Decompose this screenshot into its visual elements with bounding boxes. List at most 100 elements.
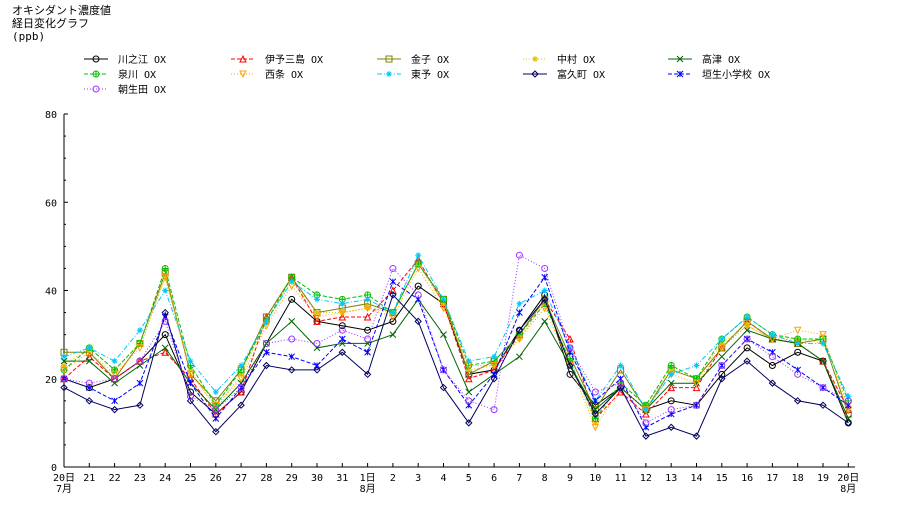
y-tick-label: 80 bbox=[45, 110, 57, 121]
x-tick-label: 14 bbox=[690, 473, 702, 484]
data-point bbox=[744, 313, 751, 320]
data-point bbox=[161, 317, 169, 325]
x-tick-label: 28 bbox=[260, 473, 272, 484]
data-point bbox=[339, 300, 346, 307]
data-point bbox=[515, 326, 524, 334]
legend-marker bbox=[676, 70, 684, 78]
data-point bbox=[464, 374, 473, 383]
series-line bbox=[63, 258, 849, 420]
data-point bbox=[162, 274, 169, 281]
data-point bbox=[591, 406, 599, 414]
data-point bbox=[238, 362, 245, 369]
data-point bbox=[161, 331, 169, 339]
x-tick-label: 8 bbox=[542, 473, 548, 484]
data-point bbox=[794, 370, 802, 378]
data-point bbox=[491, 362, 498, 369]
x-tick-label: 27 bbox=[235, 473, 247, 484]
legend-item: 富久町 OX bbox=[523, 68, 605, 81]
data-point bbox=[61, 362, 67, 369]
data-point bbox=[211, 401, 220, 410]
x-tick-label: 31 bbox=[336, 473, 348, 484]
data-point bbox=[439, 383, 448, 392]
x-tick-label: 22 bbox=[109, 473, 121, 484]
data-point bbox=[844, 397, 852, 405]
x-tick-label: 5 bbox=[466, 473, 472, 484]
data-point bbox=[693, 362, 700, 369]
x-tick-label: 7 bbox=[516, 473, 522, 484]
data-point bbox=[793, 397, 802, 405]
data-point bbox=[819, 384, 827, 392]
data-point bbox=[288, 295, 296, 303]
data-point bbox=[667, 406, 675, 414]
x-tick-label: 6 bbox=[491, 473, 497, 484]
data-point bbox=[262, 339, 270, 347]
x-tick-label: 11 bbox=[615, 473, 627, 484]
data-point bbox=[465, 388, 473, 396]
data-point bbox=[338, 335, 346, 343]
data-point bbox=[592, 419, 599, 426]
data-point bbox=[187, 366, 194, 373]
data-point bbox=[85, 352, 94, 361]
data-point bbox=[693, 401, 700, 409]
legend-marker bbox=[92, 55, 100, 63]
data-point bbox=[110, 370, 119, 379]
data-point bbox=[642, 432, 650, 440]
data-point bbox=[389, 317, 397, 325]
data-point bbox=[718, 370, 726, 378]
data-point bbox=[591, 423, 600, 432]
data-point bbox=[794, 348, 802, 356]
legend-marker bbox=[531, 70, 539, 78]
data-point bbox=[287, 366, 296, 374]
data-point bbox=[465, 358, 472, 365]
data-point bbox=[566, 334, 574, 343]
x-tick-label: 1日 bbox=[360, 473, 376, 484]
x-tick-label: 20日 bbox=[53, 473, 75, 484]
data-point bbox=[440, 296, 447, 303]
x-tick-label: 26 bbox=[210, 473, 222, 484]
y-tick-label: 40 bbox=[45, 287, 57, 298]
data-point bbox=[364, 326, 372, 334]
legend-marker bbox=[385, 55, 393, 63]
data-point bbox=[136, 401, 144, 409]
legend-marker bbox=[386, 71, 392, 77]
x-tick-label: 13 bbox=[665, 473, 677, 484]
data-point bbox=[414, 264, 423, 273]
series-line bbox=[63, 254, 849, 424]
data-point bbox=[85, 357, 93, 365]
data-point bbox=[793, 326, 802, 335]
series-group bbox=[60, 251, 853, 440]
data-point bbox=[718, 353, 726, 361]
data-point bbox=[363, 312, 372, 321]
data-point bbox=[844, 410, 852, 418]
data-point bbox=[743, 357, 751, 365]
data-point bbox=[819, 401, 827, 409]
data-point bbox=[313, 366, 321, 374]
data-point bbox=[111, 375, 119, 383]
data-point bbox=[566, 370, 574, 378]
data-point bbox=[161, 273, 170, 282]
data-point bbox=[212, 406, 220, 414]
data-point bbox=[136, 344, 144, 352]
x-tick-label: 12 bbox=[640, 473, 652, 484]
data-point bbox=[516, 309, 523, 316]
data-point bbox=[844, 419, 853, 427]
series-line bbox=[63, 267, 849, 429]
y-axis-unit: (ppb) bbox=[12, 30, 46, 43]
data-point bbox=[161, 348, 170, 356]
legend-item: 中村 OX bbox=[523, 53, 595, 66]
data-point bbox=[768, 379, 777, 387]
series-line bbox=[63, 285, 849, 424]
data-point bbox=[617, 362, 624, 369]
data-point bbox=[237, 387, 245, 396]
data-point bbox=[187, 379, 194, 387]
x-tick-label: 29 bbox=[286, 473, 298, 484]
legend-item: 高津 OX bbox=[668, 53, 740, 66]
data-point bbox=[338, 322, 346, 330]
data-point bbox=[819, 356, 827, 365]
data-point bbox=[465, 419, 473, 427]
data-point bbox=[743, 326, 751, 334]
data-point bbox=[212, 427, 220, 436]
y-tick-label: 0 bbox=[51, 463, 57, 474]
